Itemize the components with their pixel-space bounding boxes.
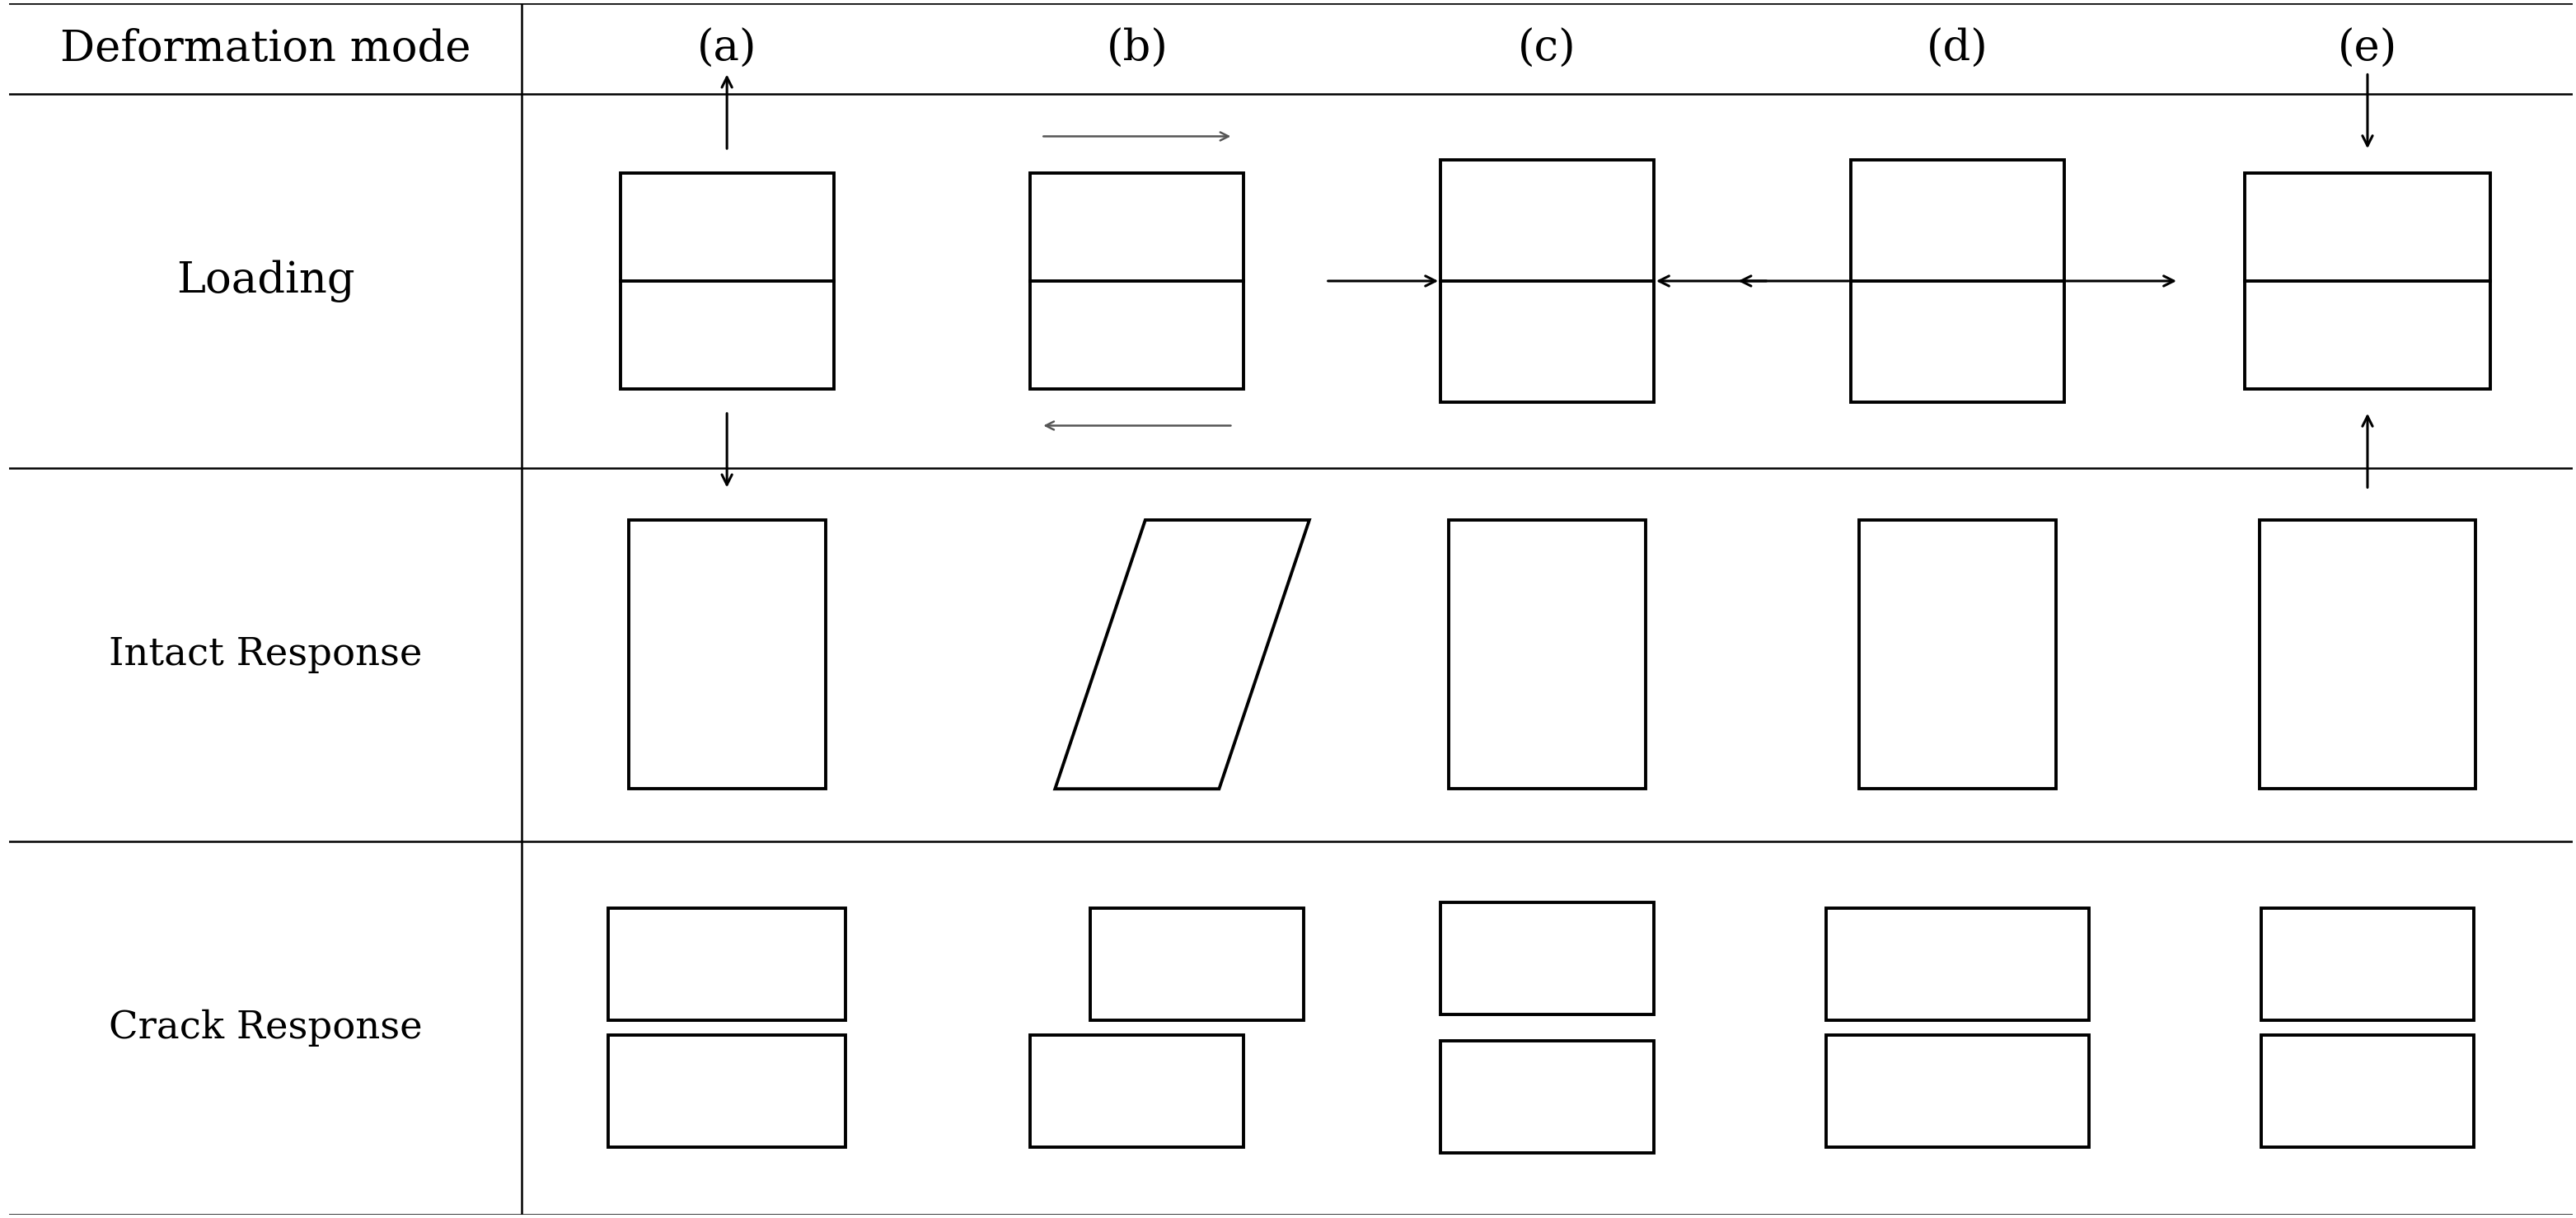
- Text: (b): (b): [1105, 28, 1167, 69]
- Bar: [1440, 1041, 1654, 1153]
- Text: Intact Response: Intact Response: [108, 636, 422, 674]
- Bar: [1030, 1035, 1244, 1147]
- Bar: [1030, 173, 1244, 390]
- Text: (e): (e): [2339, 28, 2398, 69]
- Bar: [1448, 520, 1646, 789]
- Bar: [621, 173, 835, 390]
- Bar: [608, 1035, 845, 1147]
- Bar: [1826, 1035, 2089, 1147]
- Bar: [1440, 903, 1654, 1015]
- Bar: [608, 909, 845, 1021]
- Polygon shape: [1056, 520, 1309, 789]
- Text: (a): (a): [698, 28, 757, 69]
- Text: Crack Response: Crack Response: [108, 1010, 422, 1046]
- Bar: [1090, 909, 1303, 1021]
- Bar: [1826, 909, 2089, 1021]
- Text: (c): (c): [1517, 28, 1577, 69]
- Bar: [629, 520, 824, 789]
- Text: (d): (d): [1927, 28, 1989, 69]
- Bar: [2259, 520, 2476, 789]
- Text: Deformation mode: Deformation mode: [59, 28, 471, 69]
- Bar: [2262, 909, 2473, 1021]
- Bar: [2262, 1035, 2473, 1147]
- Bar: [2244, 173, 2491, 390]
- Text: Loading: Loading: [175, 259, 355, 302]
- Bar: [1850, 160, 2063, 402]
- Bar: [1440, 160, 1654, 402]
- Bar: [1860, 520, 2056, 789]
